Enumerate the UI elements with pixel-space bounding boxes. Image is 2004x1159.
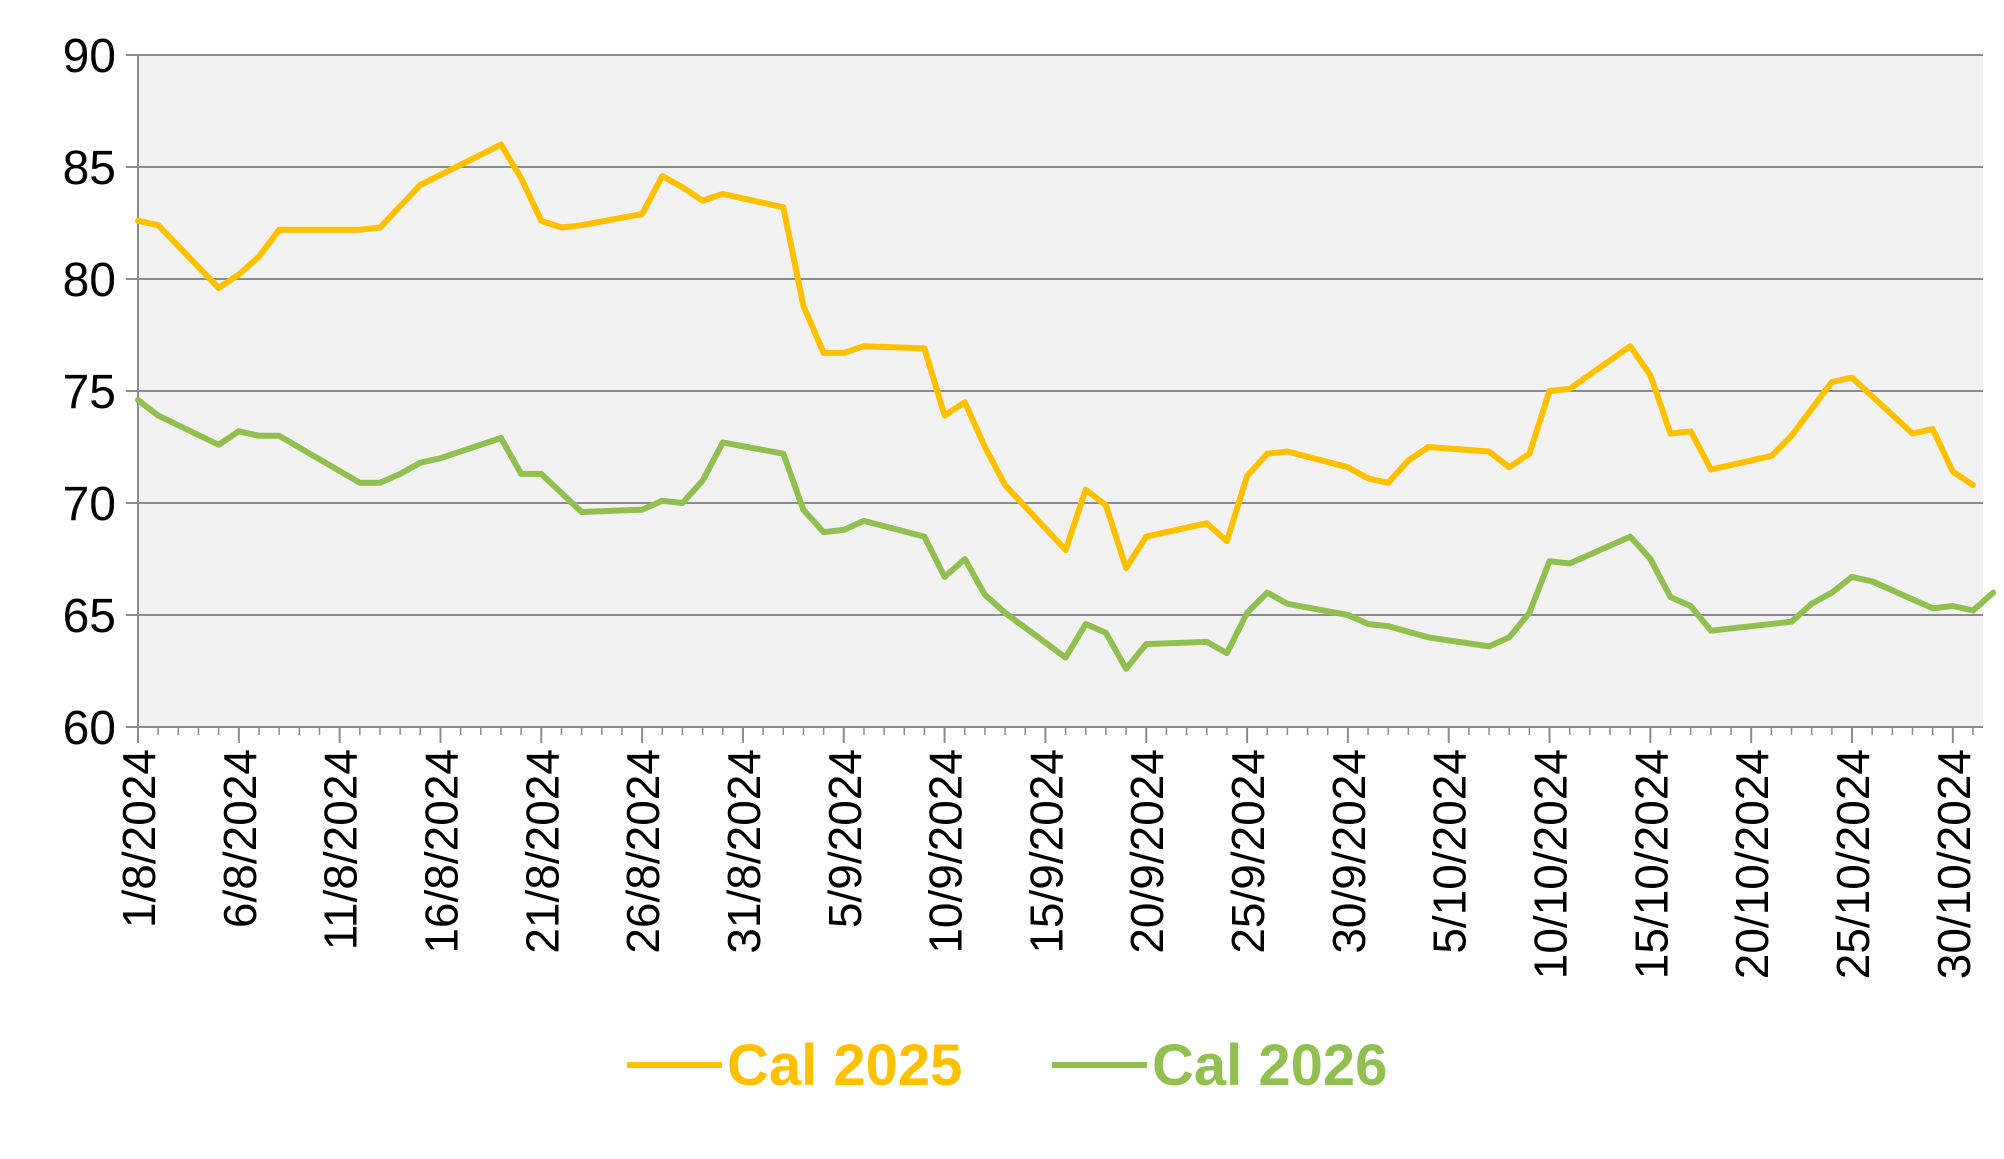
series-line-cal-2025 <box>135 141 1976 571</box>
y-tick-label: 80 <box>63 254 116 307</box>
x-tick-label: 20/9/2024 <box>1121 749 1173 954</box>
legend: Cal 2025 Cal 2026 <box>627 1033 1387 1098</box>
legend-label: Cal 2025 <box>727 1033 962 1098</box>
x-tick-label: 11/8/2024 <box>315 749 367 950</box>
x-tick-label: 5/9/2024 <box>819 749 871 928</box>
x-tick-label: 10/9/2024 <box>920 749 972 954</box>
x-tick-label: 25/10/2024 <box>1827 749 1879 979</box>
x-tick-label: 30/9/2024 <box>1323 749 1375 954</box>
y-tick-label: 65 <box>63 590 116 643</box>
y-tick-label: 70 <box>63 478 116 531</box>
x-tick-label: 31/8/2024 <box>718 749 770 954</box>
x-tick-label: 6/8/2024 <box>214 749 266 928</box>
x-tick-label: 15/10/2024 <box>1625 749 1677 979</box>
series-line-cal-2026 <box>135 397 1997 672</box>
y-tick-label: 85 <box>63 142 116 195</box>
x-tick-label: 25/9/2024 <box>1222 749 1274 954</box>
legend-label: Cal 2026 <box>1152 1033 1387 1098</box>
y-tick-label: 90 <box>63 30 116 83</box>
x-tick-label: 21/8/2024 <box>516 749 568 954</box>
x-tick-label: 1/8/2024 <box>113 749 165 928</box>
x-tick-label: 15/9/2024 <box>1020 749 1072 954</box>
y-tick-label: 60 <box>63 702 116 755</box>
y-tick-label: 75 <box>63 366 116 419</box>
x-tick-label: 5/10/2024 <box>1424 749 1476 954</box>
x-tick-label: 10/10/2024 <box>1525 749 1577 979</box>
x-tick-label: 16/8/2024 <box>415 749 467 954</box>
x-tick-label: 20/10/2024 <box>1726 749 1778 979</box>
x-tick-label: 26/8/2024 <box>617 749 669 954</box>
x-tick-label: 30/10/2024 <box>1928 749 1980 979</box>
axes: 60 65 70 75 80 85 90 1/8/2024 6/8/2024 11/8/2024 1… <box>63 30 1983 979</box>
series-lines <box>135 141 1997 672</box>
